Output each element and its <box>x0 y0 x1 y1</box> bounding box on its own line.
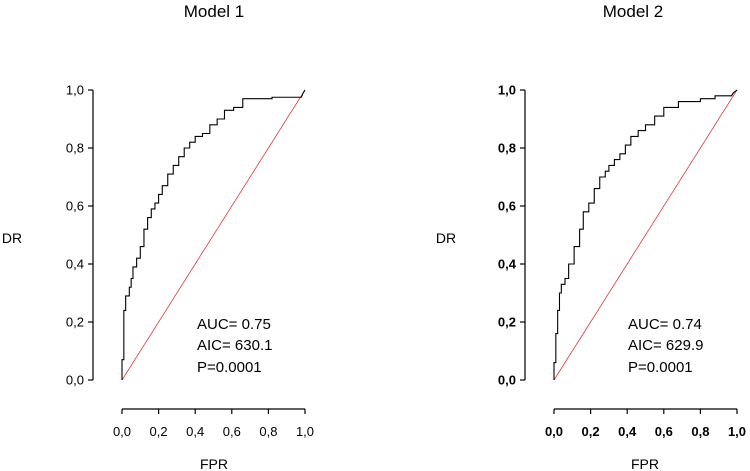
y-tick-label: 1,0 <box>66 83 84 98</box>
annotation-p-value: P=0.0001 <box>628 359 693 376</box>
y-tick-label: 0,0 <box>498 373 516 388</box>
x-tick-label: 0,0 <box>113 424 131 439</box>
reference-line <box>553 89 738 381</box>
roc-curve <box>121 89 306 380</box>
x-tick-label: 0,4 <box>618 424 637 439</box>
y-tick-label: 0,8 <box>66 141 84 156</box>
roc-curve <box>553 89 738 380</box>
y-axis-label: DR <box>2 230 22 246</box>
y-tick-label: 0,2 <box>66 315 84 330</box>
y-tick-label: 0,4 <box>498 257 517 272</box>
annotation-auc: AUC= 0.75 <box>197 316 271 333</box>
y-tick-label: 0,2 <box>498 315 516 330</box>
chart-title: Model 2 <box>603 2 663 21</box>
panel-model-2: Model 2 DR FPR AUC= 0.74 AIC= 629.9 P=0.… <box>436 2 746 471</box>
x-tick-label: 0,8 <box>259 424 277 439</box>
x-tick-label: 0,4 <box>186 424 204 439</box>
y-tick-label: 0,8 <box>498 141 516 156</box>
x-tick-label: 0,0 <box>545 424 563 439</box>
chart-title: Model 1 <box>184 2 244 21</box>
annotation-auc: AUC= 0.74 <box>628 316 702 333</box>
x-tick-label: 1,0 <box>296 424 314 439</box>
x-tick-label: 1,0 <box>728 424 746 439</box>
x-tick-label: 0,2 <box>150 424 168 439</box>
x-tick-label: 0,6 <box>655 424 673 439</box>
x-tick-label: 0,2 <box>582 424 600 439</box>
x-axis-label: FPR <box>631 456 659 471</box>
y-tick-label: 0,4 <box>66 257 84 272</box>
y-axis-label: DR <box>436 230 456 246</box>
x-axis-label: FPR <box>200 456 228 471</box>
y-tick-label: 0,0 <box>66 373 84 388</box>
x-tick-label: 0,6 <box>223 424 241 439</box>
x-tick-label: 0,8 <box>691 424 709 439</box>
reference-line <box>121 89 306 381</box>
annotation-aic: AIC= 629.9 <box>628 337 703 354</box>
y-tick-label: 1,0 <box>498 83 516 98</box>
annotation-aic: AIC= 630.1 <box>197 337 272 354</box>
y-tick-label: 0,6 <box>498 199 516 214</box>
panel-model-1: Model 1 DR FPR AUC= 0.75 AIC= 630.1 P=0.… <box>2 2 314 471</box>
y-tick-label: 0,6 <box>66 199 84 214</box>
annotation-p-value: P=0.0001 <box>197 359 262 376</box>
